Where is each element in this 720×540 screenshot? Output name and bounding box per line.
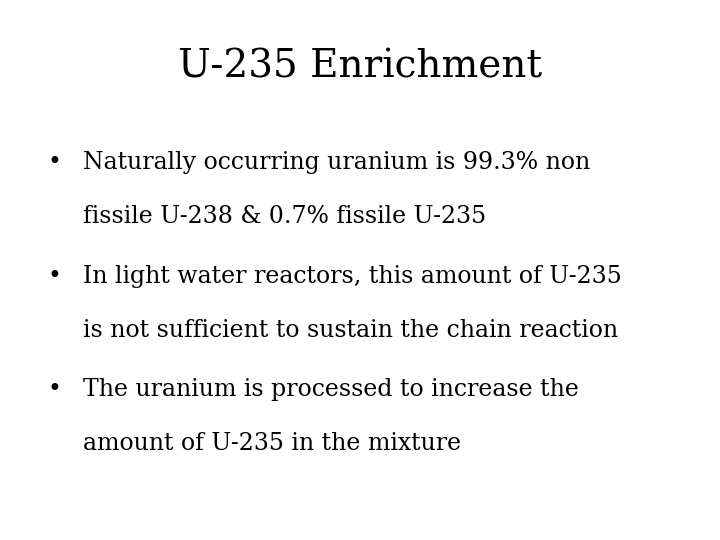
- Text: fissile U-238 & 0.7% fissile U-235: fissile U-238 & 0.7% fissile U-235: [83, 205, 486, 228]
- Text: The uranium is processed to increase the: The uranium is processed to increase the: [83, 378, 579, 401]
- Text: amount of U-235 in the mixture: amount of U-235 in the mixture: [83, 432, 461, 455]
- Text: U-235 Enrichment: U-235 Enrichment: [178, 49, 542, 86]
- Text: is not sufficient to sustain the chain reaction: is not sufficient to sustain the chain r…: [83, 319, 618, 342]
- Text: •: •: [47, 265, 61, 288]
- Text: Naturally occurring uranium is 99.3% non: Naturally occurring uranium is 99.3% non: [83, 151, 590, 174]
- Text: •: •: [47, 151, 61, 174]
- Text: •: •: [47, 378, 61, 401]
- Text: In light water reactors, this amount of U-235: In light water reactors, this amount of …: [83, 265, 621, 288]
